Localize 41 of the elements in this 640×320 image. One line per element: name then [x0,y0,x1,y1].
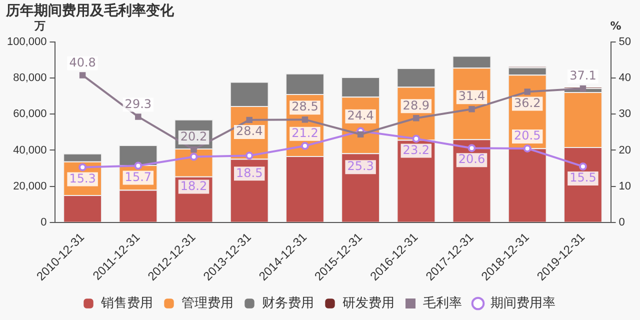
data-label: 28.9 [402,98,430,112]
y2-tick-label: 20 [618,144,632,156]
data-label: 28.4 [236,124,263,138]
legend-label: 研发费用 [342,296,394,311]
y-tick-label: 40,000 [13,144,47,156]
y2-tick-label: 40 [618,72,632,84]
data-label: 24.4 [347,108,374,122]
data-label: 20.5 [514,128,541,143]
legend-label: 毛利率 [423,294,462,311]
data-label: 20.2 [180,130,208,144]
legend-label: 期间费用率 [490,294,556,311]
y-tick-label: 80,000 [13,72,47,84]
data-label: 25.3 [347,159,374,174]
legend-label: 销售费用 [100,296,153,311]
data-label: 15.7 [124,170,152,184]
y2-tick-label: 50 [618,36,632,48]
data-label: 23.2 [402,142,430,157]
data-label: 15.5 [570,170,596,185]
chart-title: 历年期间费用及毛利率变化 [6,2,174,20]
y2-tick-label: 0 [618,216,625,228]
data-label: 18.2 [180,178,208,193]
y2-axis-title: % [610,19,622,32]
data-label: 31.4 [458,89,486,104]
data-label: 37.1 [570,68,596,83]
data-label: 15.3 [69,171,96,186]
legend-label: 财务费用 [262,296,314,311]
data-label: 21.2 [292,126,318,140]
data-label: 40.8 [69,55,96,70]
data-label: 28.5 [292,100,318,114]
y2-tick-label: 30 [618,108,632,120]
data-label: 20.6 [458,152,486,166]
y-tick-label: 100,000 [6,36,47,48]
data-label: 18.5 [236,166,263,180]
y-tick-label: 0 [40,216,47,228]
data-label: 36.2 [514,96,541,110]
y-tick-label: 60,000 [13,108,47,120]
y-tick-label: 20,000 [13,180,47,192]
legend-label: 管理费用 [182,296,234,311]
y-axis-title: 万 [33,19,46,32]
y2-tick-label: 10 [618,180,632,192]
data-label: 29.3 [124,96,152,111]
